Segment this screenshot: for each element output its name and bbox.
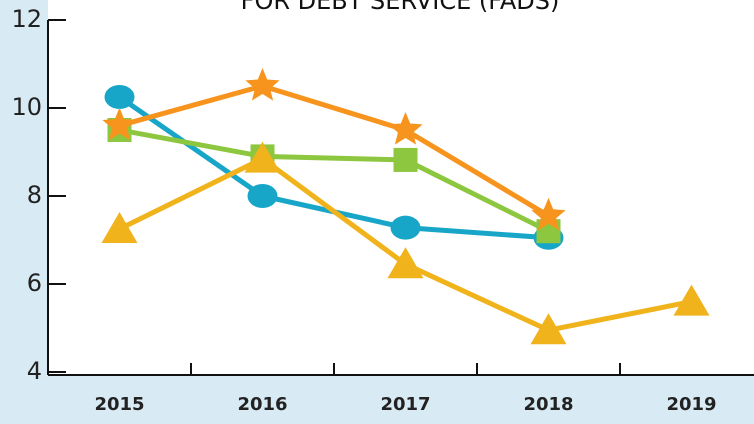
x-tick-label: 2018: [523, 394, 573, 415]
marker: [245, 68, 280, 101]
y-tick-label: 10: [11, 93, 42, 121]
y-tick-label: 12: [11, 5, 42, 33]
marker: [247, 184, 278, 208]
marker: [244, 141, 281, 173]
y-tick-label: 4: [27, 357, 42, 385]
x-tick-label: 2017: [380, 394, 430, 415]
marker: [393, 147, 418, 172]
marker: [102, 107, 137, 141]
y-tick-label: 8: [27, 181, 42, 209]
marker: [101, 212, 138, 243]
marker: [387, 247, 424, 279]
marker: [673, 284, 710, 316]
marker: [530, 313, 567, 345]
x-tick-label: 2019: [666, 394, 716, 415]
marker: [531, 197, 566, 231]
plot-area: [48, 0, 754, 375]
x-tick-label: 2015: [94, 394, 144, 415]
marker: [390, 215, 421, 240]
series-line: [119, 127, 550, 234]
marker: [104, 85, 135, 109]
series-line: [118, 83, 550, 218]
x-tick-label: 2016: [237, 394, 287, 415]
chart-title: FOR DEBT SERVICE (FADS): [241, 0, 560, 15]
marker: [388, 112, 423, 145]
y-tick-label: 6: [27, 269, 42, 297]
